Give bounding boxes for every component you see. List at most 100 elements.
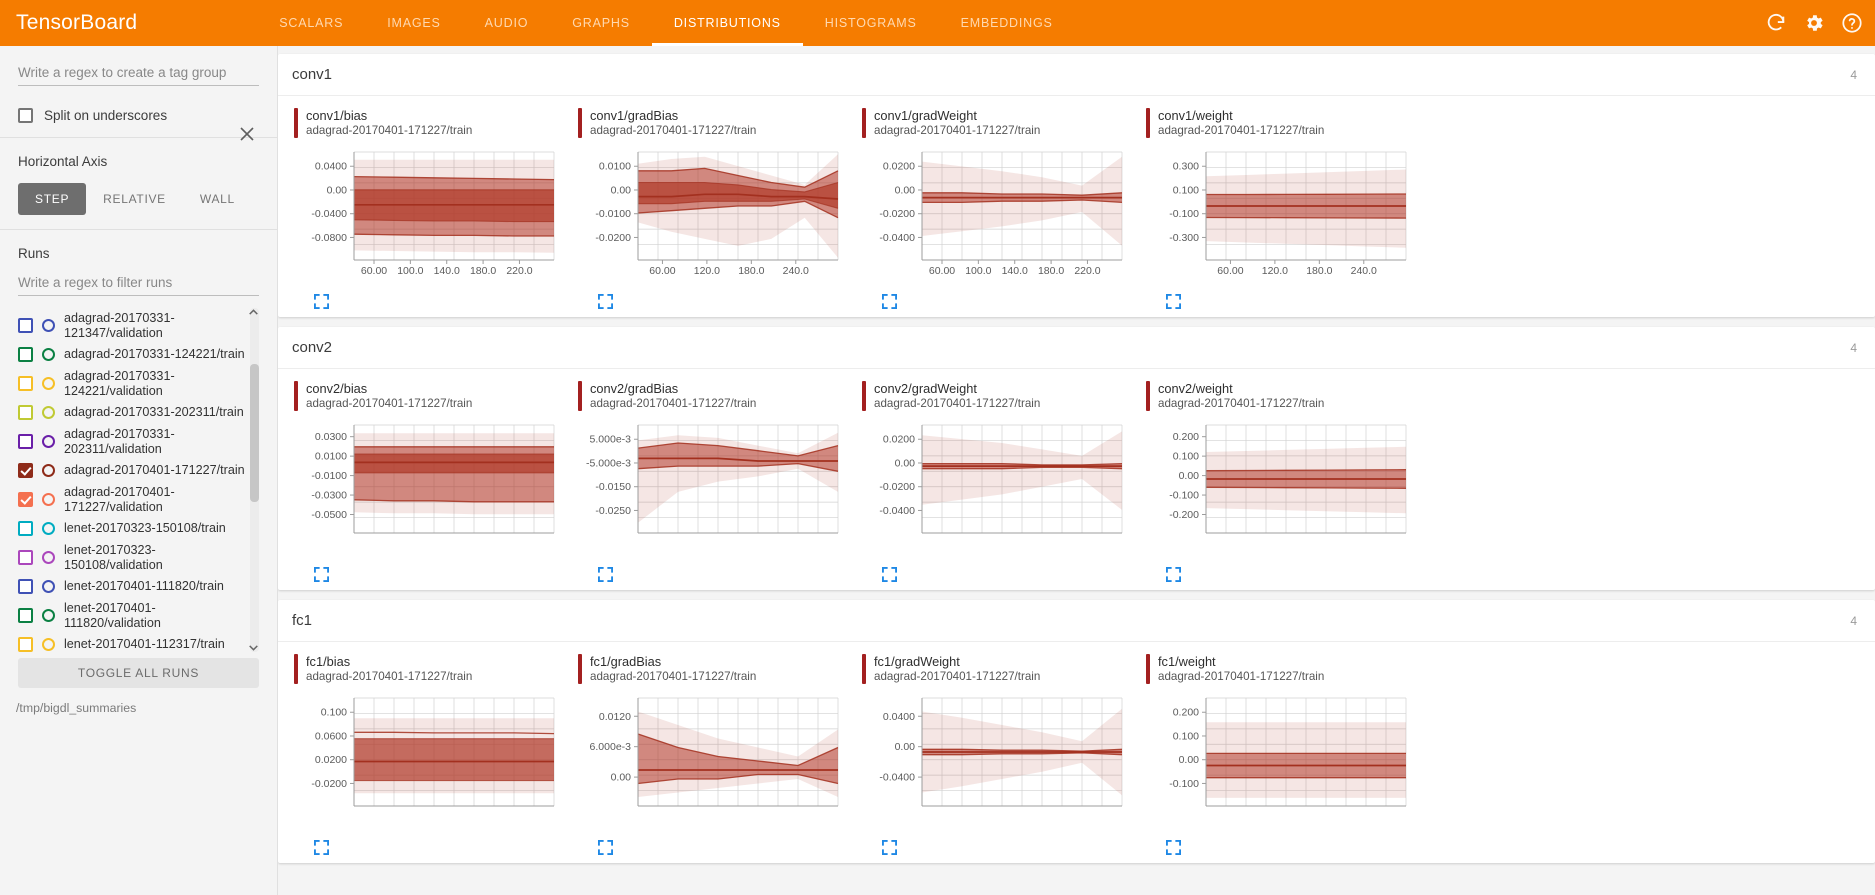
plot-area[interactable]: 0.0200 0.00 -0.0200 -0.0400 [860,419,1130,559]
run-item[interactable]: lenet-20170401-112317/train [18,633,245,652]
run-color-swatch [1146,381,1150,411]
plot-area[interactable]: 0.200 0.100 0.00 -0.100 [1144,692,1414,832]
run-item[interactable]: adagrad-20170331-124221/train [18,343,245,366]
tab-histograms[interactable]: HISTOGRAMS [824,16,917,30]
run-item[interactable]: lenet-20170323-150108/train [18,517,245,540]
run-item[interactable]: adagrad-20170331-202311/train [18,401,245,424]
runs-list[interactable]: adagrad-20170331-121347/validation adagra… [18,308,259,652]
expand-icon[interactable] [314,294,329,309]
tab-scalars[interactable]: SCALARS [279,16,344,30]
run-checkbox[interactable] [18,521,33,536]
run-checkbox[interactable] [18,492,33,507]
chart-card: conv1/bias adagrad-20170401-171227/train 0… [292,108,576,317]
run-color-dot[interactable] [42,638,55,651]
expand-icon[interactable] [314,567,329,582]
tab-audio[interactable]: AUDIO [484,16,529,30]
refresh-icon[interactable] [1765,12,1787,34]
expand-icon[interactable] [1166,294,1181,309]
run-checkbox[interactable] [18,550,33,565]
runs-scrollbar-thumb[interactable] [250,364,259,502]
run-color-dot[interactable] [42,377,55,390]
run-color-dot[interactable] [42,580,55,593]
run-item[interactable]: adagrad-20170331-121347/validation [18,308,245,343]
run-label: lenet-20170401-111820/train [64,579,224,594]
chevron-down-icon[interactable] [247,641,259,652]
tag-group-header[interactable]: conv2 4 [278,327,1875,369]
chart-tag-name: fc1/gradWeight [874,654,960,669]
toggle-all-runs-button[interactable]: TOGGLE ALL RUNS [18,658,259,688]
run-color-dot[interactable] [42,464,55,477]
run-checkbox[interactable] [18,318,33,333]
expand-icon[interactable] [1166,840,1181,855]
plot-area[interactable]: 0.0120 6.000e-3 0.00 [576,692,846,832]
run-checkbox[interactable] [18,463,33,478]
split-on-underscores-row[interactable]: Split on underscores [18,108,259,123]
run-checkbox[interactable] [18,347,33,362]
run-item[interactable]: adagrad-20170331-124221/validation [18,366,245,401]
plot-area[interactable]: 0.200 0.100 0.00 -0.100 -0.200 [1144,419,1414,559]
plot-area[interactable]: 0.0200 0.00 -0.0200 -0.0400 60.00 100.0 140.0 1… [860,146,1130,286]
y-axis-tick-label: 0.00 [895,184,916,196]
run-color-dot[interactable] [42,348,55,361]
tag-group-header[interactable]: fc1 4 [278,600,1875,642]
runs-filter-input[interactable] [18,272,259,296]
run-item[interactable]: lenet-20170401-111820/train [18,575,245,598]
tag-group-header[interactable]: conv1 4 [278,54,1875,96]
run-color-swatch [578,381,582,411]
run-checkbox[interactable] [18,434,33,449]
run-checkbox[interactable] [18,579,33,594]
distribution-plot: 0.200 0.100 0.00 -0.100 -0.200 [1169,424,1407,534]
close-icon[interactable] [237,124,257,144]
chevron-up-icon[interactable] [247,308,259,319]
run-color-dot[interactable] [42,493,55,506]
plot-area[interactable]: 0.0300 0.0100 -0.0100 -0.0300 -0.0500 [292,419,562,559]
run-color-dot[interactable] [42,609,55,622]
axis-mode-relative-button[interactable]: RELATIVE [86,183,183,215]
tab-graphs[interactable]: GRAPHS [572,16,630,30]
run-checkbox[interactable] [18,637,33,652]
expand-icon[interactable] [598,294,613,309]
run-item[interactable]: adagrad-20170401-171227/validation [18,482,245,517]
run-item[interactable]: lenet-20170401-111820/validation [18,598,245,633]
plot-area[interactable]: 0.0400 0.00 -0.0400 [860,692,1130,832]
runs-scrollbar[interactable] [247,308,259,652]
tab-embeddings[interactable]: EMBEDDINGS [960,16,1053,30]
run-color-dot[interactable] [42,551,55,564]
tag-group-title: conv1 [292,66,333,83]
charts-row: conv2/bias adagrad-20170401-171227/train 0… [278,369,1875,590]
plot-area[interactable]: 5.000e-3 -5.000e-3 -0.0150 -0.0250 [576,419,846,559]
plot-area[interactable]: 0.100 0.0600 0.0200 -0.0200 [292,692,562,832]
run-color-dot[interactable] [42,522,55,535]
run-item[interactable]: adagrad-20170331-202311/validation [18,424,245,459]
chart-card: conv1/gradBias adagrad-20170401-171227/tr… [576,108,860,317]
run-color-dot[interactable] [42,406,55,419]
y-axis-tick-label: 0.200 [1173,707,1199,719]
tag-group-regex-input[interactable] [18,62,259,86]
run-item[interactable]: adagrad-20170401-171227/train [18,459,245,482]
run-checkbox[interactable] [18,405,33,420]
tab-distributions[interactable]: DISTRIBUTIONS [651,0,803,46]
expand-icon[interactable] [314,840,329,855]
gear-icon[interactable] [1803,12,1825,34]
run-color-dot[interactable] [42,435,55,448]
plot-area[interactable]: 0.300 0.100 -0.100 -0.300 60.00 120.0 180.0 240… [1144,146,1414,286]
run-item[interactable]: lenet-20170323-150108/validation [18,540,245,575]
expand-icon[interactable] [882,840,897,855]
plot-area[interactable]: 0.0100 0.00 -0.0100 -0.0200 60.00 120.0 180.0 2… [576,146,846,286]
split-on-underscores-checkbox[interactable] [18,108,33,123]
expand-icon[interactable] [598,567,613,582]
expand-icon[interactable] [882,294,897,309]
plot-area[interactable]: 0.0400 0.00 -0.0400 -0.0800 60.00 100.0 140.0 1… [292,146,562,286]
expand-icon[interactable] [882,567,897,582]
run-color-dot[interactable] [42,319,55,332]
axis-mode-step-button[interactable]: STEP [18,183,87,215]
axis-mode-wall-button[interactable]: WALL [183,183,252,215]
main-content[interactable]: conv1 4 conv1/bias adagrad-20170401-171227/… [278,46,1875,895]
help-icon[interactable] [1841,12,1863,34]
expand-icon[interactable] [1166,567,1181,582]
distribution-plot: 0.300 0.100 -0.100 -0.300 60.00 120.0 180.0 240… [1169,151,1407,277]
run-checkbox[interactable] [18,376,33,391]
run-checkbox[interactable] [18,608,33,623]
tab-images[interactable]: IMAGES [387,16,441,30]
expand-icon[interactable] [598,840,613,855]
